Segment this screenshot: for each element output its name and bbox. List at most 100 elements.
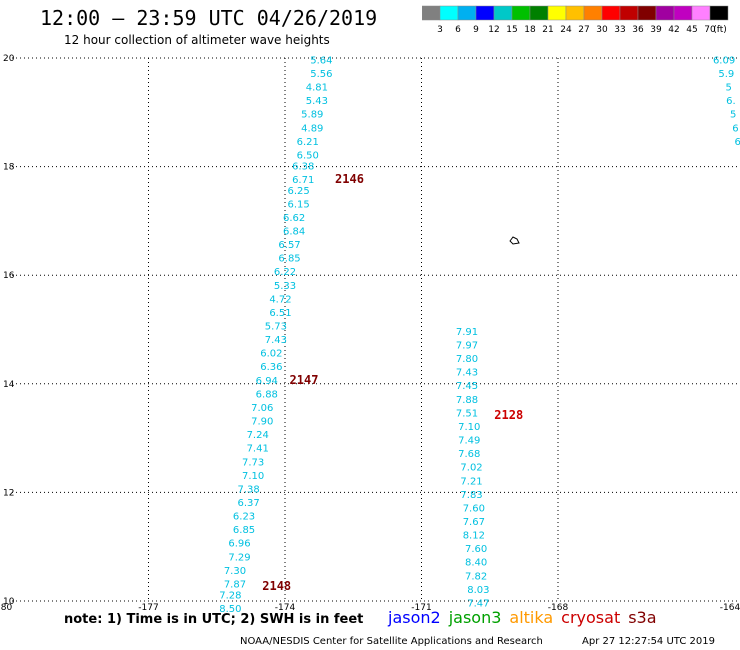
wave-height-value: 7.43 <box>456 368 478 379</box>
legend-label: 27 <box>578 25 589 35</box>
satellite-name: altika <box>509 608 554 627</box>
orbit-labels: 214621472148214921282127 <box>262 172 523 593</box>
wave-height-value: 7.51 <box>456 408 478 419</box>
wave-height-value: 7.28 <box>219 590 241 601</box>
wave-height-value: 6 <box>732 123 738 134</box>
wave-height-value: 7.87 <box>224 579 246 590</box>
legend-label: 36 <box>632 25 644 35</box>
wave-height-value: 6.38 <box>292 161 314 172</box>
wave-height-value: 5.89 <box>301 110 323 121</box>
wave-height-value: 6.02 <box>260 349 282 360</box>
wave-height-value: 6.94 <box>256 376 278 387</box>
satellite-name: s3a <box>628 608 657 627</box>
wave-height-value: 6.37 <box>237 498 259 509</box>
satellite-legend: jason2 jason3 altika cryosat s3a <box>388 608 665 627</box>
wave-height-value: 7.45 <box>456 381 478 392</box>
wave-height-value: 8.03 <box>467 585 489 596</box>
wave-height-value: 6.62 <box>283 213 305 224</box>
legend-label: 3 <box>437 25 443 35</box>
legend-label: 21 <box>542 25 553 35</box>
wave-height-value: 7.60 <box>463 503 485 514</box>
wave-height-map: -180 -177 -174 -171 -168 -164 20 18 16 14 12 10 5.6… <box>0 54 740 612</box>
y-tick-label: 18 <box>3 163 15 173</box>
note-text: note: 1) Time is in UTC; 2) SWH is in fe… <box>64 612 364 627</box>
wave-height-value: 4.81 <box>306 83 328 94</box>
legend-label: 33 <box>614 25 625 35</box>
x-tick-label: -168 <box>548 603 569 612</box>
wave-height-value: 7.06 <box>251 403 273 414</box>
legend-label: 70 <box>704 25 716 35</box>
wave-height-value: 6.51 <box>269 308 291 319</box>
wave-height-value: 6.84 <box>283 226 305 237</box>
wave-height-value: 7.88 <box>456 395 478 406</box>
orbit-number-label: 2147 <box>290 373 319 387</box>
wave-height-value: 7.38 <box>237 484 259 495</box>
wave-height-value: 7.67 <box>463 517 485 528</box>
wave-height-value: 6.23 <box>233 512 255 523</box>
satellite-name: cryosat <box>561 608 621 627</box>
x-tick-label: -180 <box>0 603 12 612</box>
wave-height-value: 6.85 <box>278 254 300 265</box>
orbit-number-label: 2148 <box>262 579 291 593</box>
grid-lines <box>12 57 740 602</box>
wave-height-value: 8.40 <box>465 558 487 569</box>
wave-height-value: 7.82 <box>465 571 487 582</box>
wave-height-value: 7.41 <box>247 444 269 455</box>
orbit-number-label: 2128 <box>494 408 523 422</box>
wave-height-value: 5 <box>725 83 731 94</box>
wave-height-value: 7.60 <box>465 544 487 555</box>
wave-height-value: 6.25 <box>288 186 310 197</box>
x-tick-label: -174 <box>275 603 296 612</box>
chart-subtitle: 12 hour collection of altimeter wave hei… <box>64 33 330 47</box>
wave-height-value: 7.91 <box>456 327 478 338</box>
legend-label: 9 <box>473 25 479 35</box>
wave-height-value: 6.36 <box>260 362 282 373</box>
wave-height-value: 5.64 <box>310 55 332 66</box>
wave-height-value: 7.30 <box>224 566 246 577</box>
legend-label: 6 <box>455 25 461 35</box>
wave-height-value: 5.33 <box>274 281 296 292</box>
wave-height-value: 8.50 <box>219 604 241 612</box>
satellite-name: jason3 <box>448 608 502 627</box>
wave-height-value: 6.57 <box>278 240 300 251</box>
legend-label: 39 <box>650 25 662 35</box>
wave-height-value: 7.24 <box>247 430 269 441</box>
wave-height-value: 7.47 <box>467 598 489 609</box>
wave-height-value: 4.89 <box>301 123 323 134</box>
wave-height-value: 7.21 <box>460 476 482 487</box>
footer-timestamp: Apr 27 12:27:54 UTC 2019 <box>582 636 715 647</box>
wave-height-value: 5 <box>730 110 736 121</box>
orbit-number-label: 2146 <box>335 172 364 186</box>
legend-label: 18 <box>524 25 536 35</box>
legend-label: 12 <box>488 25 499 35</box>
x-tick-label: -177 <box>138 603 158 612</box>
wave-height-value: 7.97 <box>456 341 478 352</box>
legend-label: 30 <box>596 25 608 35</box>
chart-title: 12:00 – 23:59 UTC 04/26/2019 <box>40 6 378 30</box>
wave-height-value: 6 <box>735 137 740 148</box>
wave-height-value: 7.02 <box>460 463 482 474</box>
wave-height-value: 6.96 <box>228 539 250 550</box>
wave-height-value: 5.43 <box>306 96 328 107</box>
wave-height-value: 7.68 <box>458 449 480 460</box>
legend-label: 24 <box>560 25 572 35</box>
wave-height-value: 7.43 <box>265 335 287 346</box>
legend-label: 45 <box>686 25 697 35</box>
y-tick-label: 14 <box>3 380 15 390</box>
wave-height-value: 7.10 <box>242 471 264 482</box>
wave-height-value: 7.83 <box>460 490 482 501</box>
wave-height-value: 7.90 <box>251 417 273 428</box>
wave-height-value: 7.73 <box>242 457 264 468</box>
wave-height-value: 5.9 <box>718 69 734 80</box>
wave-height-value: 6.21 <box>297 137 319 148</box>
wave-height-value: 5.56 <box>310 69 332 80</box>
wave-height-value: 6.50 <box>297 150 319 161</box>
wave-height-value: 6.88 <box>256 389 278 400</box>
wave-height-value: 6.71 <box>292 175 314 186</box>
wave-height-value: 7.80 <box>456 354 478 365</box>
legend-swatch <box>709 5 729 21</box>
wave-height-value: 6.85 <box>233 525 255 536</box>
wave-height-value: 6.15 <box>288 199 310 210</box>
island-marker-icon <box>509 236 520 245</box>
y-tick-label: 10 <box>3 597 15 607</box>
